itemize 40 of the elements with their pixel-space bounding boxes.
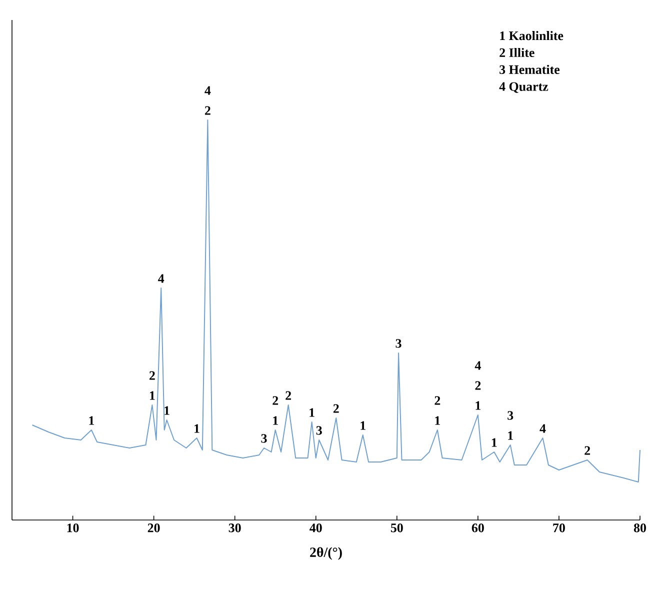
annotation: 2 [434, 396, 440, 405]
annotation: 1 [508, 431, 513, 440]
annotation: 2 [286, 391, 292, 400]
text: 2 Illite [500, 48, 534, 58]
annotation: 3 [316, 426, 322, 435]
x-tick-label: 40 [310, 524, 322, 532]
x-tick-label: 60 [472, 524, 484, 532]
annotation: 2 [475, 381, 481, 390]
text: 3 Hematite [500, 64, 560, 74]
annotation: 1 [89, 416, 94, 425]
x-tick-label: 10 [67, 524, 79, 532]
annotation: 2 [333, 404, 339, 413]
annotation: 1 [273, 416, 278, 425]
x-tick-label: 80 [634, 524, 646, 532]
annotation: 1 [164, 406, 170, 415]
x-tick-label: 20 [148, 524, 160, 532]
annotation: 1 [310, 408, 314, 417]
x-axis-title: 2θ/(°) [310, 547, 342, 560]
x-tick-label: 70 [553, 524, 565, 532]
annotation: 2 [205, 106, 210, 115]
annotation: 3 [396, 339, 402, 348]
annotation: 1 [435, 416, 440, 425]
annotation: 4 [540, 424, 546, 433]
annotation: 3 [508, 411, 514, 420]
annotation: 4 [204, 86, 211, 95]
text: 4 Quartz [499, 82, 548, 93]
annotation: 2 [272, 396, 278, 405]
annotation: 2 [149, 371, 155, 380]
x-tick-label: 30 [228, 524, 241, 532]
annotation: 1 [150, 391, 155, 400]
annotation: 4 [158, 274, 164, 283]
annotation: 1 [476, 401, 481, 410]
annotation: 3 [261, 434, 267, 443]
annotation: 1 [194, 424, 200, 433]
x-tick-label: 50 [390, 524, 403, 532]
annotation: 1 [360, 421, 366, 430]
annotation: 1 [492, 438, 497, 447]
text: 1 Kaolinlite [500, 31, 564, 40]
annotation: 4 [474, 361, 481, 370]
annotation: 2 [584, 446, 590, 455]
